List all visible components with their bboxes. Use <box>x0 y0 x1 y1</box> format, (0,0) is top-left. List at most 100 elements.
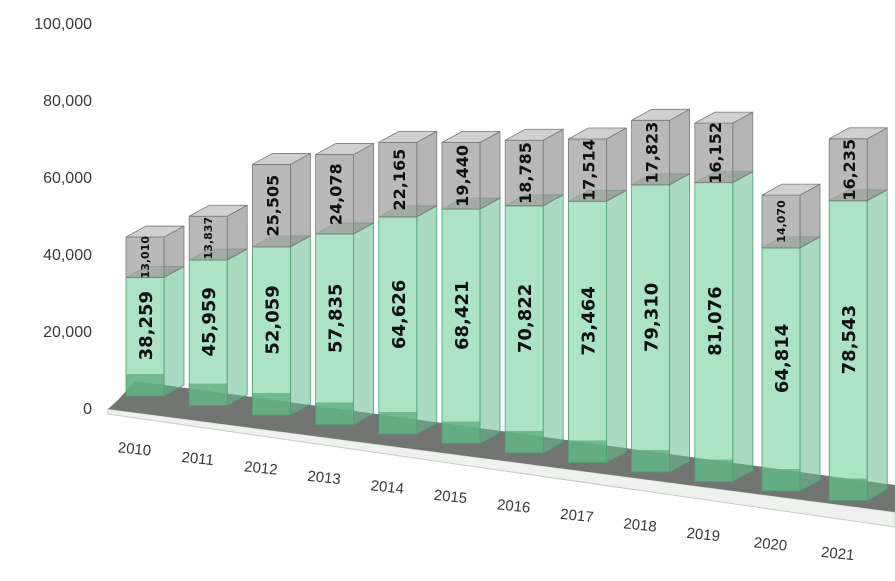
data-label-lower: 64,626 <box>389 280 410 349</box>
data-label-lower: 57,835 <box>326 283 347 352</box>
bar-lower-side <box>669 173 690 473</box>
bar-lower-side <box>799 236 821 492</box>
data-label-upper: 16,235 <box>840 139 859 201</box>
data-label-lower: 45,959 <box>199 287 220 356</box>
bar-lower-front <box>568 200 607 463</box>
bar-stack-2017: 73,464 17,514 <box>568 127 627 464</box>
x-tick-label: 2011 <box>181 449 215 469</box>
bar-upper-top <box>189 204 248 217</box>
bar-lower-side <box>606 189 627 464</box>
bar-upper-front <box>441 142 481 210</box>
x-tick-label: 2016 <box>496 496 531 516</box>
data-label-upper: 22,165 <box>390 149 409 211</box>
bar-stack-2012: 52,059 25,505 <box>251 152 311 416</box>
bar-stack-2013: 57,835 24,078 <box>315 142 375 426</box>
data-label-lower: 70,822 <box>515 284 536 353</box>
y-tick-label: 40,000 <box>43 247 92 264</box>
bar-upper-front <box>568 138 607 202</box>
bar-stack-2016: 70,822 18,785 <box>504 128 564 454</box>
data-label-lower: 73,464 <box>578 286 599 355</box>
y-tick-label: 80,000 <box>43 93 92 110</box>
data-label-lower: 81,076 <box>705 286 726 355</box>
y-tick-label: 0 <box>83 401 92 418</box>
data-label-upper: 17,823 <box>643 122 662 184</box>
bar-upper-front <box>694 122 734 184</box>
bar-lower-side <box>732 170 754 483</box>
bar-upper-front <box>378 141 418 218</box>
bar-stack-2019: 81,076 16,152 <box>694 111 754 483</box>
bar-lower-side <box>542 194 564 454</box>
bar-upper-front <box>315 154 355 235</box>
bar-lower-side <box>416 205 438 435</box>
bar-upper-side <box>289 152 311 248</box>
data-label-lower: 68,421 <box>452 281 473 350</box>
bar-upper-top <box>505 128 564 141</box>
bar-lower-side <box>866 189 888 502</box>
bar-upper-side <box>732 111 754 184</box>
x-tick-label: 2013 <box>307 468 342 488</box>
x-tick-label: 2020 <box>753 534 788 554</box>
data-label-lower: 79,310 <box>642 283 663 352</box>
data-label-upper: 18,785 <box>516 142 535 204</box>
data-label-upper: 14,070 <box>775 200 788 243</box>
bar-lower-side <box>289 235 311 416</box>
data-label-upper: 16,152 <box>706 122 725 184</box>
bar-stack-2018: 79,310 17,823 <box>631 108 690 473</box>
bar-upper-top <box>631 108 690 121</box>
bar-stack-2010: 38,259 13,010 <box>125 225 185 397</box>
bar-upper-side <box>416 130 438 218</box>
bar-upper-front <box>631 119 670 186</box>
bar-lower-side <box>479 197 501 445</box>
bar-upper-top <box>694 111 753 124</box>
x-tick-label: 2017 <box>559 506 594 526</box>
bar-upper-front <box>761 194 801 249</box>
bar-upper-top <box>125 225 185 238</box>
bar-lower-front <box>828 200 868 501</box>
x-tick-label: 2010 <box>117 439 152 459</box>
bar-upper-top <box>315 143 374 155</box>
bar-upper-top <box>829 127 888 140</box>
x-tick-label: 2021 <box>820 544 855 564</box>
y-axis: 0 20,000 40,000 60,000 80,000 100,000 <box>34 16 92 418</box>
bar-upper-top <box>252 153 311 165</box>
y-tick-label: 20,000 <box>43 324 92 341</box>
y-tick-label: 60,000 <box>43 170 92 187</box>
bar-upper-side <box>353 142 375 235</box>
bar-lower-side <box>163 265 185 397</box>
data-label-upper: 13,010 <box>139 236 152 279</box>
bar-lower-front <box>761 247 801 492</box>
bar-upper-front <box>504 139 544 207</box>
bar-lower-front <box>441 208 481 444</box>
x-tick-label: 2015 <box>433 487 468 507</box>
x-axis: 2010 2011 2012 2013 2014 2015 2016 2017 2018 2019… <box>117 439 855 564</box>
bar-upper-top <box>441 131 501 143</box>
bar-upper-top <box>568 127 627 140</box>
bar-stack-2015: 68,421 19,440 <box>441 130 501 445</box>
bar-upper-front <box>125 236 165 278</box>
bar-lower-front <box>504 205 544 454</box>
bar-upper-side <box>542 128 564 207</box>
bar-upper-front <box>251 164 291 248</box>
bar-upper-side <box>479 130 501 210</box>
bar-stack-2014: 64,626 22,165 <box>378 130 438 435</box>
bar-lower-side <box>226 248 248 407</box>
x-tick-label: 2014 <box>370 477 405 497</box>
data-label-lower: 38,259 <box>136 291 157 360</box>
data-label-lower: 52,059 <box>262 285 283 354</box>
data-label-upper: 19,440 <box>453 145 472 207</box>
data-label-upper: 25,505 <box>263 175 282 237</box>
data-label-upper: 13,837 <box>202 217 215 259</box>
data-label-lower: 64,814 <box>772 324 793 393</box>
bar-lower-front <box>631 184 670 473</box>
bar-upper-top <box>761 183 821 196</box>
bar-lower-front <box>315 233 355 425</box>
x-tick-label: 2019 <box>686 525 721 545</box>
data-label-upper: 17,514 <box>579 139 598 201</box>
bar-upper-top <box>378 130 437 143</box>
bar-lower-front <box>378 216 418 435</box>
bars: 38,259 13,010 45,959 13,837 52,059 25,505 57,8… <box>125 108 888 502</box>
bar-upper-side <box>669 108 690 186</box>
bar-stack-2011: 45,959 13,837 <box>188 204 248 407</box>
bar-upper-side <box>866 127 888 202</box>
